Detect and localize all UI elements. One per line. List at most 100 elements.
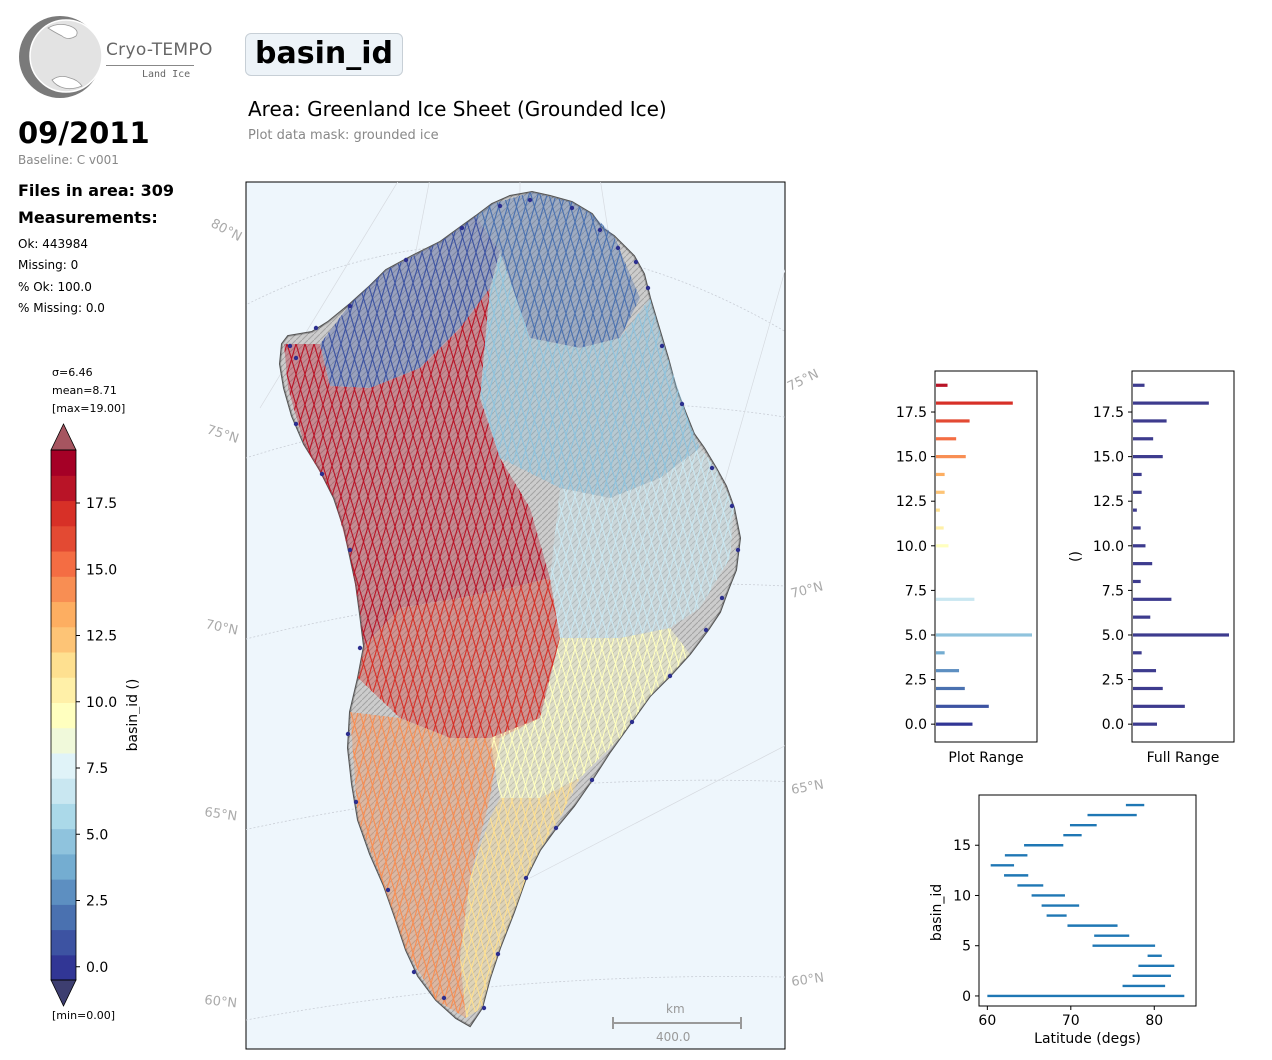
colorbar-frame [50,449,77,981]
track-line [550,448,733,638]
track-line [358,578,560,738]
track-line [350,712,481,1018]
track-line [832,178,840,1058]
track-line [476,192,589,348]
track-line [787,178,840,1058]
track-line [832,178,840,1058]
track-line [460,778,526,1018]
greenland-map: 80°N 75°N 70°N 65°N 60°N 75°N 70°N 65°N … [200,178,840,1058]
track-line [814,178,840,1058]
track-line [805,178,840,1058]
histogram-bar [936,544,949,548]
track-line [200,178,237,1058]
track-line [832,178,840,1058]
track-line [787,178,840,1058]
track-line [814,178,840,1058]
track-line [823,178,840,1058]
track-line [200,178,237,1058]
outlier-point [633,259,639,265]
outlier-point [459,225,465,231]
colorbar-segment [51,803,76,830]
track-line [805,178,840,1058]
track-line [284,288,517,646]
track-line [823,178,840,1058]
track-line [579,192,640,348]
track-line [778,178,840,1058]
track-line [320,216,436,388]
axes-frame [934,370,1038,743]
x-tick-label: 60 [978,1013,996,1029]
lat-label: 70°N [789,579,824,601]
track-line [796,178,840,1058]
parameter-title: basin_id [245,33,403,76]
track-line [200,178,237,1058]
track-line [814,178,840,1058]
track-line [200,178,201,1058]
track-line [832,178,840,1058]
track-line [358,578,560,738]
track-line [408,216,500,388]
track-line [200,178,237,1058]
outlier-point [729,503,735,509]
histogram-bar [936,419,970,423]
track-line [832,178,840,1058]
track-line [787,178,840,1058]
y-tick-label: 7.5 [1102,583,1124,599]
track-line [550,448,734,638]
track-line [200,178,237,1058]
track-line [550,448,734,638]
colorbar-segment [51,450,76,476]
track-line [823,178,840,1058]
track-line [480,252,700,498]
colorbar-min: [min=0.00] [52,1009,116,1022]
track-line [778,178,840,1058]
outlier-point [313,325,319,331]
track-line [823,178,840,1058]
track-line [480,252,700,498]
track-line [480,252,700,498]
track-line [796,178,840,1058]
track-line [320,216,500,388]
lat-labels-left: 80°N 75°N 70°N 65°N 60°N [203,216,244,1011]
basin-region [200,178,840,1058]
track-line [525,192,640,348]
track-line [417,712,500,1018]
track-line [814,178,840,1058]
outlier-point [319,471,325,477]
colorbar-segment [51,475,76,502]
track-line [823,178,840,1058]
track-line [550,448,724,638]
track-line [320,216,499,388]
colorbar-segment [51,677,76,703]
colorbar-max-arrow [50,423,77,451]
y-tick-label: 2.5 [1102,673,1124,689]
track-line [320,216,427,388]
outlier-point [347,303,353,309]
lat-label: 70°N [204,617,239,638]
track-line [358,578,560,738]
track-line [460,778,580,1018]
track-line [200,178,237,1058]
baseline-label: Baseline: C v001 [18,153,119,167]
track-line [778,178,840,1058]
track-line [200,178,237,1058]
track-line [354,216,500,388]
histogram-bar [1133,686,1163,691]
outlier-point [293,421,299,427]
track-line [796,178,840,1058]
outlier-point [615,245,621,251]
track-line [823,178,840,1058]
y-tick-label: 12.5 [1093,494,1124,510]
track-line [787,178,840,1058]
track-line [787,178,840,1058]
track-line [200,178,201,1058]
track-line [200,178,201,1058]
lat-label: 65°N [790,777,825,797]
colorbar-tick-label: 5.0 [86,827,108,843]
track-line [796,178,840,1058]
track-line [823,178,840,1058]
track-line [200,178,201,1058]
area-title: Area: Greenland Ice Sheet (Grounded Ice) [248,97,667,121]
track-line [399,712,500,1018]
y-tick-label: 15 [953,838,971,854]
